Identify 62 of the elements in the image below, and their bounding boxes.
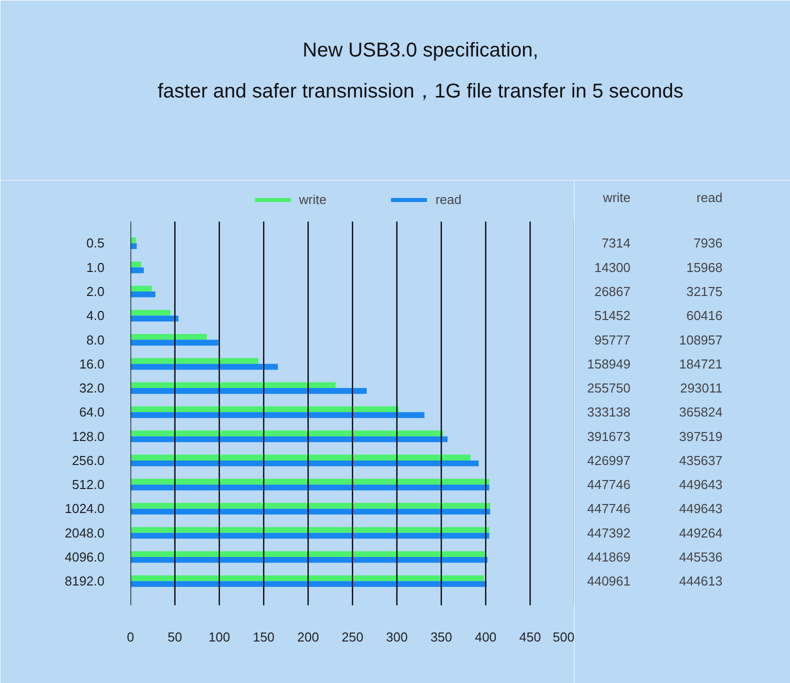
y-tick-label: 0.5 xyxy=(86,236,105,251)
text: 184721 xyxy=(679,356,723,372)
text: 441869 xyxy=(587,549,631,564)
y-tick-label: 1024.0 xyxy=(64,501,105,516)
x-tick-label: 300 xyxy=(386,630,408,644)
text: 333138 xyxy=(587,404,631,420)
text: 440961 xyxy=(587,574,631,589)
y-tick-label: 2048.0 xyxy=(64,525,105,540)
text: 391673 xyxy=(587,428,631,444)
text: 7936 xyxy=(694,236,722,251)
text: 426997 xyxy=(587,452,631,468)
text: 32175 xyxy=(686,284,723,300)
text: 14300 xyxy=(594,260,631,275)
chart-title: New USB3.0 specification, xyxy=(302,40,538,62)
text: 60416 xyxy=(686,308,723,324)
y-tick-label: 1.0 xyxy=(86,260,105,275)
x-tick-label: 450 xyxy=(519,630,541,644)
text: 447746 xyxy=(587,501,631,516)
y-tick-label: 128.0 xyxy=(72,428,105,444)
y-tick-label: 2.0 xyxy=(86,284,105,300)
text: 108957 xyxy=(679,332,723,348)
x-tick-label: 100 xyxy=(208,630,230,644)
y-tick-label: 8192.0 xyxy=(64,574,105,589)
text: 445536 xyxy=(679,549,723,564)
y-tick-label: 32.0 xyxy=(79,380,105,396)
y-tick-label: 256.0 xyxy=(72,452,105,468)
text: 158949 xyxy=(587,356,631,372)
text: 449264 xyxy=(679,525,723,540)
text: 447392 xyxy=(587,525,631,540)
y-tick-label: 4096.0 xyxy=(64,549,105,564)
text: 51452 xyxy=(594,308,631,324)
text: 15968 xyxy=(686,260,723,275)
text: 255750 xyxy=(587,380,631,396)
x-tick-label: 50 xyxy=(168,630,182,644)
legend-label: write xyxy=(299,192,326,207)
text: 435637 xyxy=(679,452,723,468)
y-tick-label: 8.0 xyxy=(86,332,105,348)
x-tick-label: 350 xyxy=(430,630,452,644)
text: 397519 xyxy=(679,428,723,444)
legend-label: read xyxy=(435,192,462,207)
y-tick-label: 16.0 xyxy=(79,356,105,372)
x-tick-label: 500 xyxy=(552,630,575,644)
text: 95777 xyxy=(594,332,631,348)
text: 293011 xyxy=(680,380,723,396)
text: 444613 xyxy=(679,574,723,589)
y-tick-label: 4.0 xyxy=(86,308,105,324)
text: 447746 xyxy=(587,477,631,492)
chart-subtitle: faster and safer transmission，1G file transfer in 5 seconds xyxy=(158,80,684,102)
x-tick-label: 150 xyxy=(252,630,275,644)
text: 449643 xyxy=(679,477,723,492)
text: read xyxy=(696,190,723,205)
text: 365824 xyxy=(679,404,723,420)
text: 7314 xyxy=(602,236,630,251)
x-tick-label: 250 xyxy=(342,630,364,644)
y-tick-label: 512.0 xyxy=(72,477,105,492)
x-tick-label: 200 xyxy=(297,630,319,644)
x-tick-label: 400 xyxy=(474,630,497,644)
text: write xyxy=(603,190,631,205)
text: 449643 xyxy=(679,501,723,516)
y-tick-label: 64.0 xyxy=(79,404,105,420)
text: 26867 xyxy=(594,284,631,300)
x-tick-label: 0 xyxy=(126,630,134,644)
